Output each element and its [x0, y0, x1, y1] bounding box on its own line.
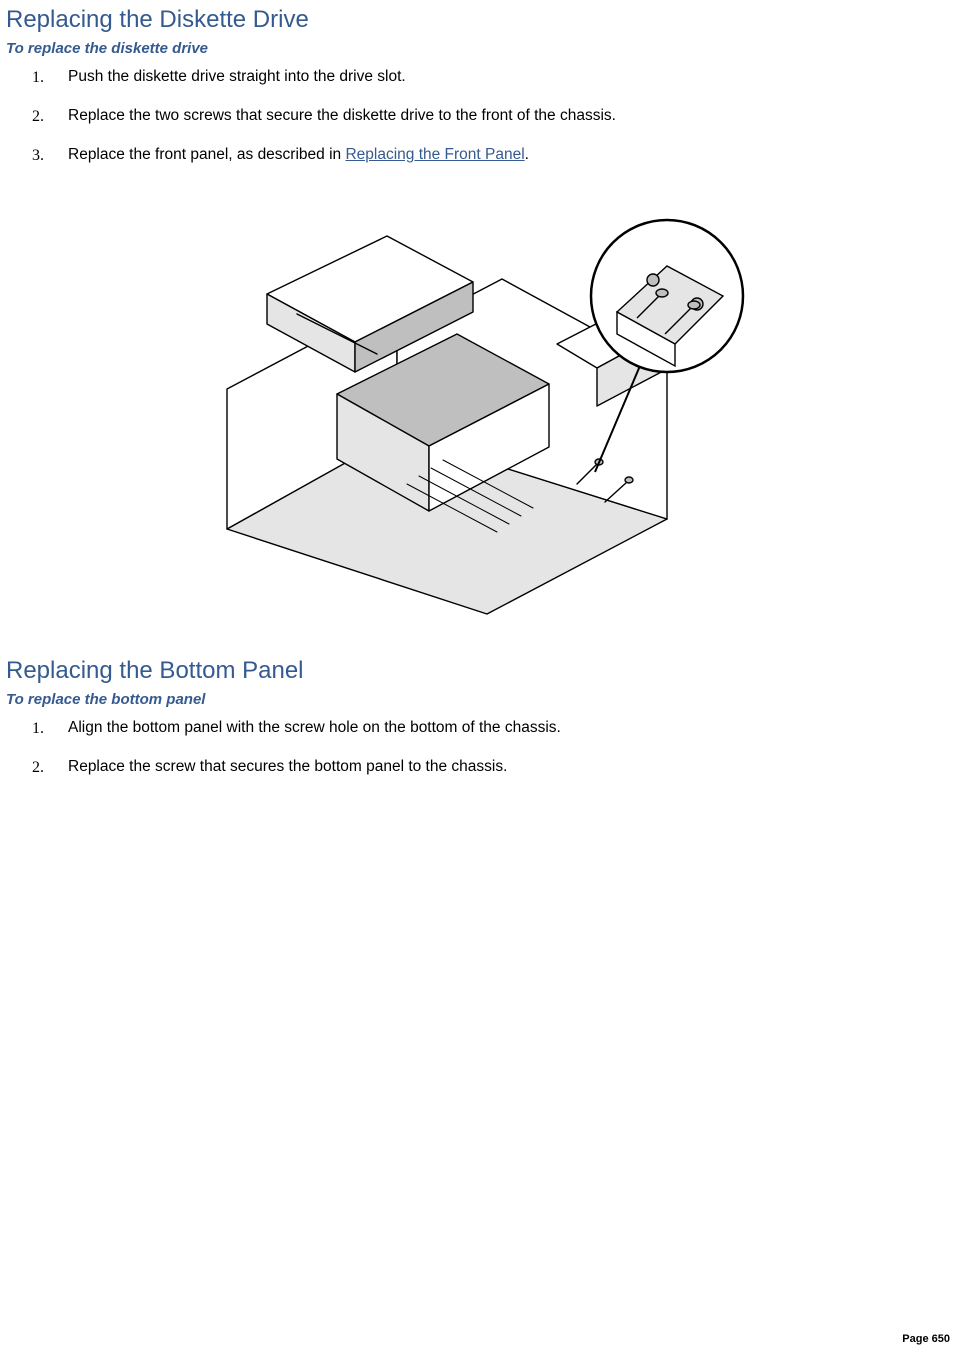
figure-diskette-drive: [6, 184, 948, 629]
step-text: Replace the two screws that secure the d…: [68, 107, 616, 124]
step-text: Align the bottom panel with the screw ho…: [68, 719, 561, 736]
step-text-after: .: [525, 146, 529, 163]
list-item: Push the diskette drive straight into th…: [58, 67, 948, 88]
link-replacing-front-panel[interactable]: Replacing the Front Panel: [345, 146, 524, 163]
section-subtitle-diskette: To replace the diskette drive: [6, 40, 948, 57]
step-text: Push the diskette drive straight into th…: [68, 68, 406, 85]
steps-list-diskette: Push the diskette drive straight into th…: [6, 67, 948, 166]
steps-list-bottom-panel: Align the bottom panel with the screw ho…: [6, 718, 948, 778]
section-title-diskette: Replacing the Diskette Drive: [6, 6, 948, 34]
section-title-bottom-panel: Replacing the Bottom Panel: [6, 657, 948, 685]
list-item: Replace the screw that secures the botto…: [58, 757, 948, 778]
list-item: Align the bottom panel with the screw ho…: [58, 718, 948, 739]
page-number: Page 650: [902, 1333, 950, 1345]
list-item: Replace the two screws that secure the d…: [58, 106, 948, 127]
step-text-before: Replace the front panel, as described in: [68, 146, 345, 163]
page: Replacing the Diskette Drive To replace …: [0, 0, 954, 1351]
step-text: Replace the screw that secures the botto…: [68, 758, 507, 775]
chassis-illustration-icon: [197, 184, 757, 624]
section-subtitle-bottom-panel: To replace the bottom panel: [6, 691, 948, 708]
list-item: Replace the front panel, as described in…: [58, 145, 948, 166]
